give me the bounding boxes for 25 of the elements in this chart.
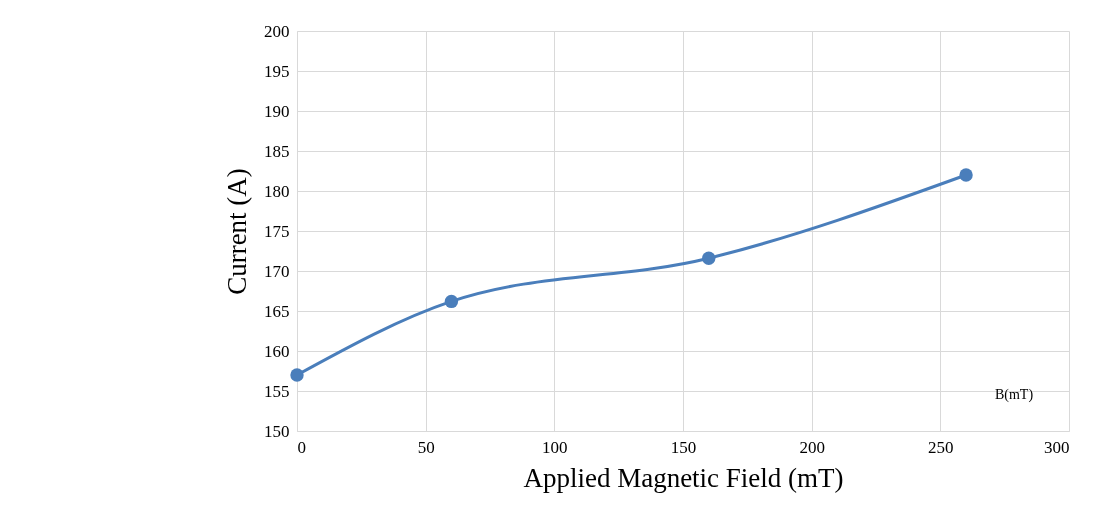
y-tick-label: 170 (264, 261, 290, 281)
point (444, 294, 459, 309)
y-tick-label: 150 (264, 421, 290, 441)
x-tick-label: 0 (297, 437, 306, 457)
x-axis-title: Applied Magnetic Field (mT) (523, 462, 844, 493)
y-tick-label: 185 (264, 141, 290, 161)
x-tick-label: 300 (1044, 437, 1070, 457)
y-tick-label: 160 (264, 341, 290, 361)
x-tick-label: 150 (670, 437, 697, 457)
y-tick-label: 200 (264, 21, 290, 41)
y-tick-label: 155 (264, 381, 290, 401)
annotation: B(mT) (994, 387, 1034, 403)
y-axis-title: Current (A) (222, 168, 252, 295)
point (290, 368, 304, 382)
point (959, 168, 973, 182)
x-tick-label: 250 (928, 437, 954, 457)
y-tick-label: 195 (264, 61, 290, 81)
point (702, 251, 716, 265)
y-tick-label: 165 (264, 301, 290, 321)
y-tick-label: 180 (264, 181, 290, 201)
x-tick-label: 200 (799, 437, 825, 457)
x-tick-label: 50 (417, 437, 435, 457)
y-tick-label: 175 (264, 221, 290, 241)
x-tick-label: 100 (542, 437, 568, 457)
y-tick-label: 190 (264, 101, 290, 121)
